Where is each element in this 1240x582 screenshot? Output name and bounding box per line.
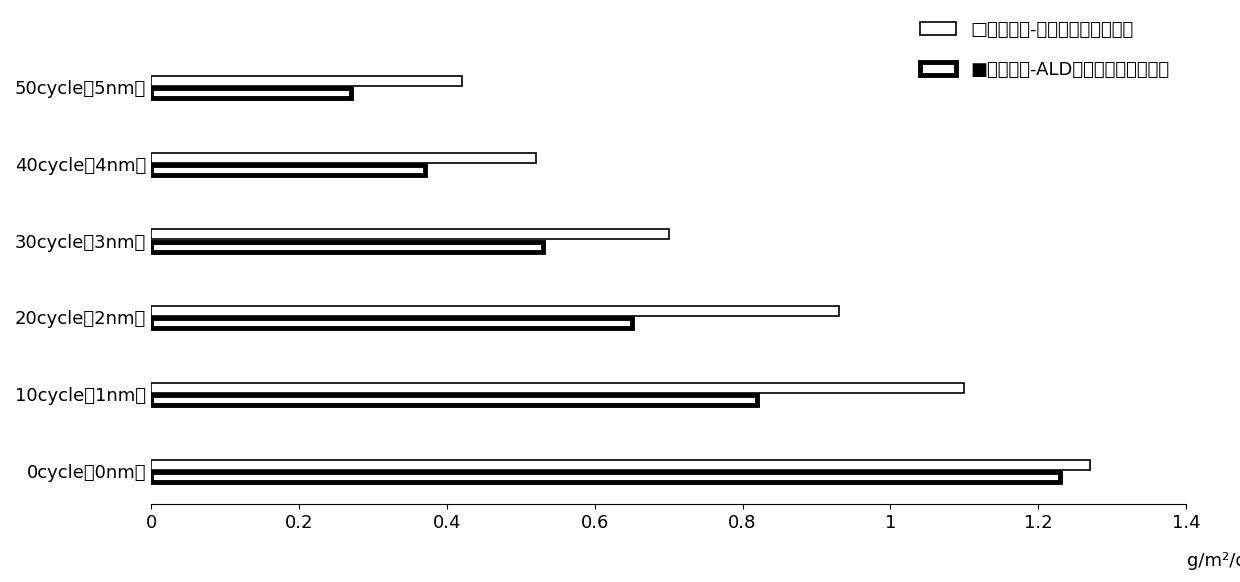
Bar xyxy=(151,229,668,239)
Bar xyxy=(151,395,758,405)
Bar xyxy=(151,306,838,316)
X-axis label: g/m²/day: g/m²/day xyxy=(1187,552,1240,570)
Bar xyxy=(151,318,631,328)
Legend: □纳米淠粉-氧化鐵、氧化铝混合, ■纳米淠粉-ALD包覆氧化鐵、氧化铝: □纳米淠粉-氧化鐵、氧化铝混合, ■纳米淠粉-ALD包覆氧化鐵、氧化铝 xyxy=(913,13,1177,86)
Bar xyxy=(151,242,543,251)
Bar xyxy=(151,88,351,98)
Bar xyxy=(151,152,536,163)
Bar xyxy=(151,383,965,393)
Bar xyxy=(151,460,1090,470)
Bar xyxy=(151,76,461,86)
Bar xyxy=(151,165,424,175)
Bar xyxy=(151,472,1060,482)
